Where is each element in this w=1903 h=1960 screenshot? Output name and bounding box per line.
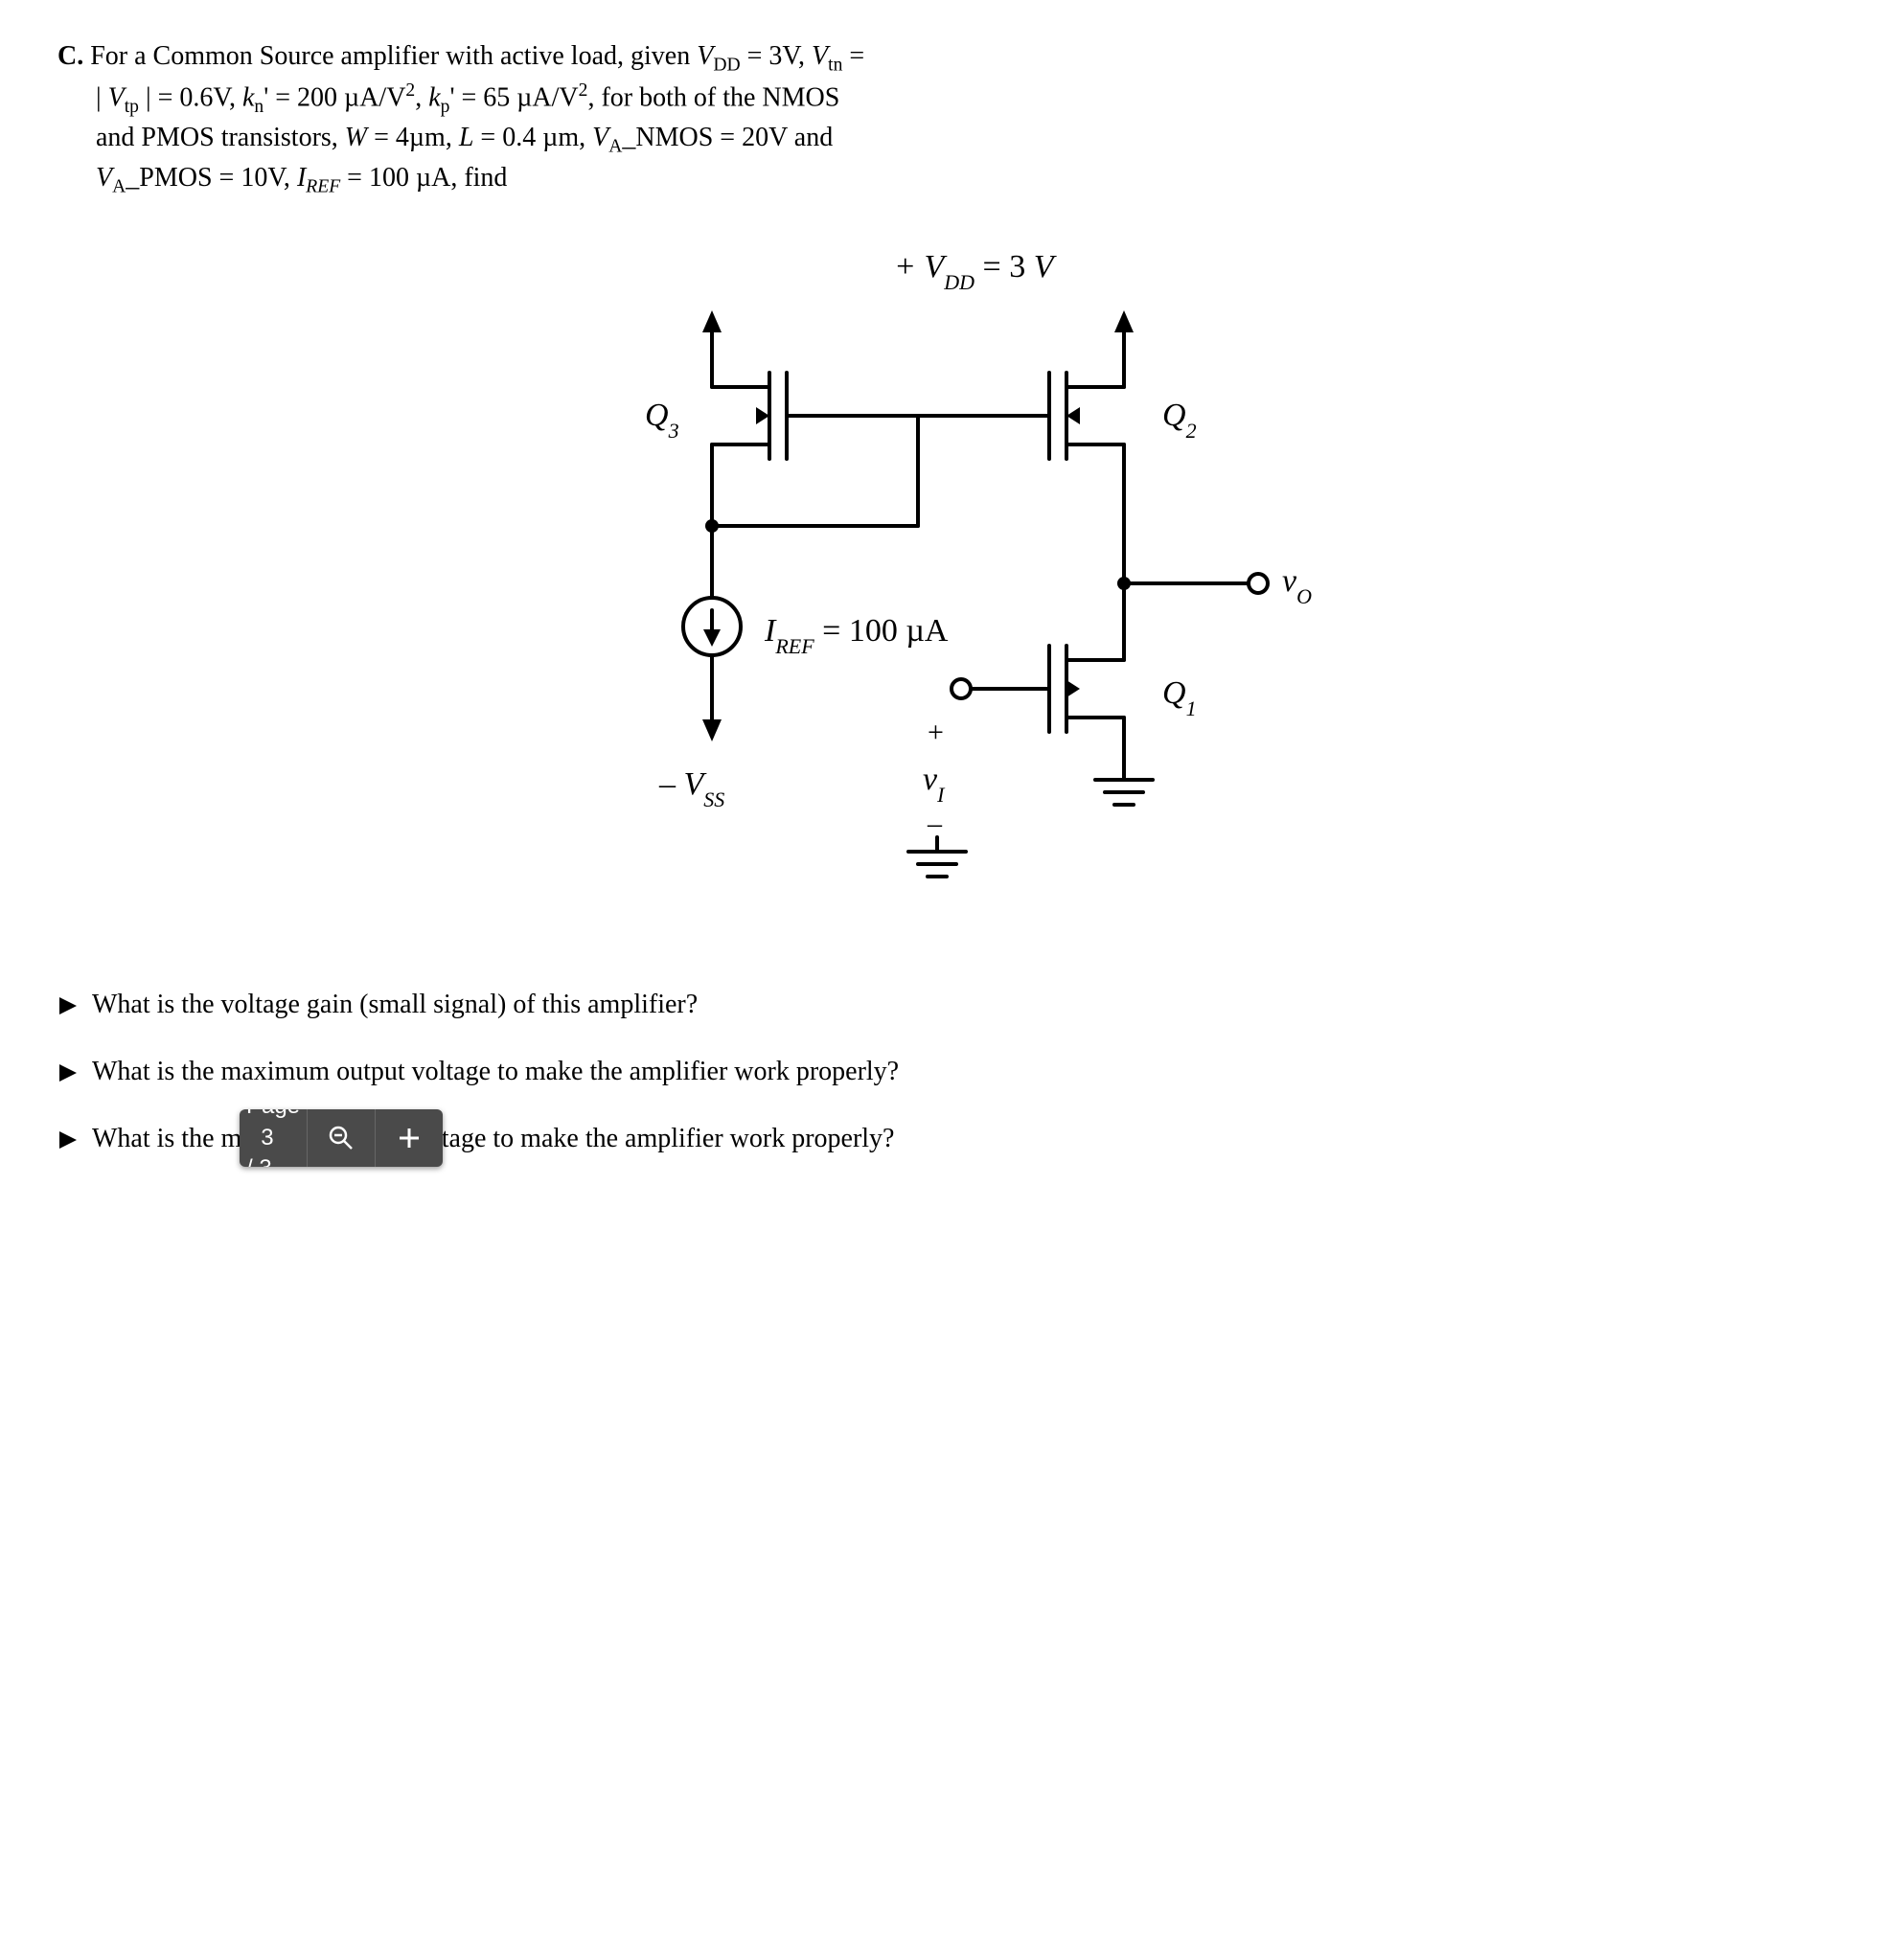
fig-q2-label: Q2 — [1162, 398, 1197, 443]
zoom-out-button[interactable] — [307, 1109, 375, 1167]
sub-vdd: DD — [713, 56, 740, 76]
page-current-input[interactable] — [246, 1124, 288, 1152]
sub-vapmos: A — [112, 177, 126, 197]
bullet-icon — [57, 1125, 79, 1161]
fig-vi-minus: – — [927, 808, 943, 839]
problem-line-2: | Vtp | = 0.6V, kn' = 200 µA/V2, kp' = 6… — [96, 79, 1846, 120]
eq-iref: = 100 µA, find — [340, 163, 507, 193]
sym-kn: k — [242, 82, 254, 112]
sym-iref: I — [297, 163, 306, 193]
eq-kp: ' = 65 µA/V — [449, 82, 578, 112]
circuit-figure: + VDD = 3 V — [57, 239, 1846, 939]
sub-iref: REF — [306, 177, 340, 197]
sym-vdd: V — [697, 41, 713, 71]
zoom-in-button[interactable] — [375, 1109, 443, 1167]
sup-kn: 2 — [405, 80, 415, 101]
circuit-svg: + VDD = 3 V — [578, 239, 1325, 928]
q3-part-b: the amplifier work properly? — [579, 1124, 895, 1153]
zoom-in-icon — [396, 1125, 423, 1151]
eq-kn: ' = 200 µA/V — [264, 82, 405, 112]
line2-tail: , for both of the NMOS — [587, 82, 839, 112]
fig-vdd-label: + VDD = 3 V — [894, 249, 1058, 294]
sym-vapmos: V — [96, 163, 112, 193]
question-text: What is the maximum output voltage to ma… — [92, 1054, 1846, 1090]
page-indicator[interactable]: Page / 3 — [240, 1109, 307, 1167]
q3-mid2: to make — [486, 1124, 578, 1153]
zoom-out-icon — [328, 1125, 355, 1151]
problem-line-1: C. For a Common Source amplifier with ac… — [57, 38, 1846, 79]
question-1: What is the voltage gain (small signal) … — [57, 987, 1846, 1027]
sym-vanmos: V — [592, 123, 608, 152]
bullet-icon — [57, 991, 79, 1027]
problem-statement: C. For a Common Source amplifier with ac… — [57, 38, 1846, 200]
page-sep: / — [246, 1155, 253, 1167]
problem-line-3: and PMOS transistors, W = 4µm, L = 0.4 µ… — [96, 120, 1846, 160]
fig-vss-label: – VSS — [658, 766, 724, 811]
problem-line-4: VA_PMOS = 10V, IREF = 100 µA, find — [96, 160, 1846, 200]
eq-vanmos: _NMOS = 20V and — [622, 123, 833, 152]
fig-vo-label: vO — [1282, 563, 1312, 608]
line3-a: and PMOS transistors, — [96, 123, 345, 152]
question-2: What is the maximum output voltage to ma… — [57, 1054, 1846, 1094]
sub-vtn: tn — [828, 56, 842, 76]
page-total: 3 — [259, 1155, 271, 1167]
questions: What is the voltage gain (small signal) … — [57, 987, 1846, 1160]
sym-w: W — [345, 123, 367, 152]
sym-l: L — [459, 123, 474, 152]
sym-kp: k — [428, 82, 440, 112]
problem-label: C. — [57, 41, 83, 71]
eq-w: = 4µm, — [367, 123, 459, 152]
sym-vtn: V — [812, 41, 828, 71]
fig-iref-label: IREF = 100 µA — [764, 613, 949, 658]
pdf-toolbar[interactable]: Page / 3 — [240, 1109, 443, 1167]
fig-q1-label: Q1 — [1162, 675, 1197, 720]
sub-kn: n — [254, 97, 264, 117]
abs-open: | — [96, 82, 108, 112]
sep-knkp: , — [415, 82, 428, 112]
question-3: What is the minimum output voltage to ma… — [57, 1121, 1846, 1161]
sub-vanmos: A — [608, 137, 622, 157]
eq-l: = 0.4 µm, — [473, 123, 592, 152]
eq-vapmos: _PMOS = 10V, — [126, 163, 297, 193]
sup-kp: 2 — [579, 80, 588, 101]
page-label: Page — [246, 1109, 300, 1119]
bullet-icon — [57, 1058, 79, 1094]
fig-vi-label: vI — [923, 762, 946, 807]
eq-vdd: = 3V, — [741, 41, 812, 71]
question-text: What is the voltage gain (small signal) … — [92, 987, 1846, 1023]
sym-vtp: V — [108, 82, 125, 112]
eq-vtn: = — [842, 41, 864, 71]
ps-text: For a Common Source amplifier with activ… — [90, 41, 697, 71]
q3-part-a: What is the — [92, 1124, 221, 1153]
sub-kp: p — [441, 97, 450, 117]
fig-vi-plus: + — [928, 717, 944, 748]
sub-vtp: tp — [125, 97, 139, 117]
fig-q3-label: Q3 — [645, 398, 679, 443]
abs-close: | = 0.6V, — [139, 82, 242, 112]
